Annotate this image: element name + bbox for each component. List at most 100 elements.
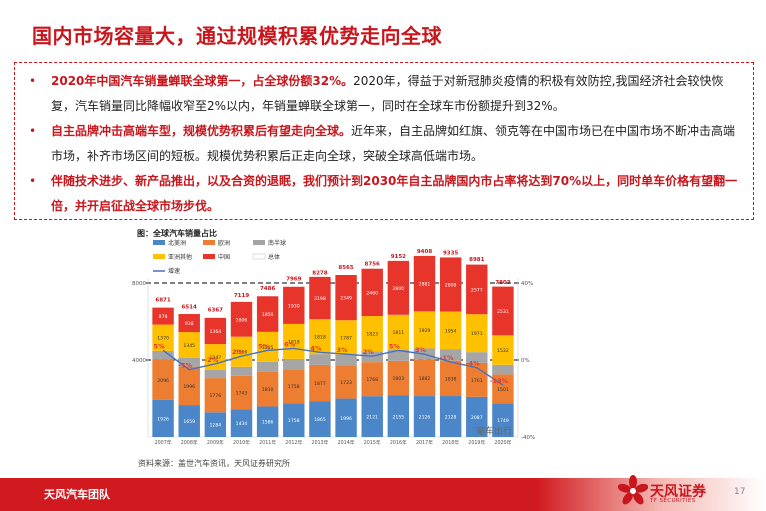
legend-swatch: [153, 254, 165, 259]
bar-segment-label: 2349: [340, 296, 352, 302]
bar-segment: [335, 275, 357, 321]
legend-label: 总体: [268, 253, 280, 261]
bar-segment-label: 2881: [419, 282, 431, 288]
bar-segment: [439, 360, 462, 397]
bar-total-label: 7486: [260, 286, 275, 292]
bar-segment-label: 1723: [340, 380, 352, 386]
chart-title: 图：全球汽车销量占比: [137, 228, 217, 238]
bar-segment: [152, 359, 174, 400]
bar-segment-label: 2096: [157, 378, 169, 384]
bar-total-label: 8756: [365, 261, 380, 267]
bar-segment-label: 1749: [497, 418, 509, 424]
bar-segment: [152, 307, 174, 325]
bar-segment: [335, 320, 357, 355]
bullet-dot: •: [29, 174, 37, 188]
bar-segment: [256, 406, 279, 437]
y-tick-right: 0%: [521, 358, 530, 364]
bar-total-label: 7969: [286, 277, 301, 283]
bar-segment-label: 2126: [419, 415, 431, 421]
bar-segment: [413, 311, 436, 349]
bar-segment-label: 1811: [393, 330, 405, 336]
page-title: 国内市场容量大，通过规模积累优势走向全球: [32, 24, 442, 48]
bar-segment-label: 1761: [471, 378, 483, 384]
bar-total-label: 6367: [208, 307, 223, 313]
bar-segment-label: 1865: [314, 417, 326, 423]
x-tick-label: 2007年: [155, 439, 172, 446]
legend-swatch: [253, 240, 265, 245]
bar-segment-label: 1659: [183, 419, 195, 425]
growth-label: 2%: [232, 348, 244, 356]
bar-segment: [492, 403, 514, 437]
bar-segment-label: 1818: [288, 339, 300, 345]
bar-segment-label: 1877: [314, 381, 326, 387]
x-tick-label: 2016年: [390, 439, 407, 446]
bar-segment-label: 1818: [314, 335, 326, 341]
bar-segment: [387, 314, 410, 350]
wechat-watermark: 毫车出行: [476, 427, 513, 437]
page-number: 17: [734, 487, 746, 497]
bar-segment: [413, 396, 436, 437]
bar-total-label: 7803: [495, 280, 510, 286]
legend-swatch-total: [252, 253, 266, 260]
bar-total-label: 8565: [338, 265, 353, 271]
bar-segment: [283, 286, 305, 324]
bar-segment-label: 1501: [497, 387, 509, 393]
bar-segment: [256, 296, 279, 332]
bar-segment: [466, 264, 488, 315]
x-tick-label: 2011年: [259, 439, 276, 446]
bar-segment: [387, 349, 410, 361]
bar-segment-label: 1555: [262, 345, 274, 351]
bar-segment-label: 1996: [183, 384, 195, 390]
bar-segment-label: 2800: [393, 286, 405, 292]
bar-segment: [361, 268, 383, 317]
growth-label: 6%: [284, 340, 296, 348]
growth-label: -2%: [204, 356, 218, 364]
growth-label: -4%: [466, 360, 480, 368]
bar-segment-label: 1823: [366, 332, 378, 338]
bar-segment: [466, 396, 488, 437]
bar-segment-label: 878: [159, 314, 168, 320]
growth-label: 4%: [310, 344, 322, 352]
bar-segment-label: 1364: [210, 329, 222, 335]
bullet-1: • 2020年中国汽车销量蝉联全球第一，占全球份额32%。2020年，得益于对新…: [29, 69, 743, 119]
bar-segment: [387, 395, 410, 437]
bar-segment: [152, 324, 174, 351]
bar-segment-label: 1803: [393, 376, 405, 382]
bar-segment: [230, 366, 253, 376]
footer-team: 天风汽车团队: [44, 488, 110, 501]
bar-segment-label: 1345: [183, 343, 195, 349]
bar-segment: [152, 399, 174, 437]
legend-label: 南半球: [268, 239, 286, 247]
bar-segment: [309, 364, 331, 402]
legend-swatch: [203, 254, 215, 259]
bar-segment-label: 1586: [262, 420, 274, 426]
bullet-2-text: 近年来，自主品牌如红旗、领克等在中国市场已在中国市场不断冲击高端市场，补齐市场区…: [51, 124, 736, 163]
bar-segment: [283, 358, 305, 370]
bar-total-label: 9408: [417, 249, 432, 255]
bar-segment: [256, 331, 279, 362]
bar-segment-label: 1882: [419, 376, 431, 382]
x-tick-label: 2014年: [338, 439, 355, 446]
bar-segment: [335, 354, 357, 366]
bar-segment: [492, 364, 514, 375]
growth-line: [162, 347, 504, 386]
bar-segment-label: 1996: [340, 416, 352, 422]
bar-segment: [230, 336, 253, 367]
bar-segment-label: 1850: [262, 312, 274, 318]
growth-label: 2%: [363, 348, 375, 356]
bullet-3-highlight: 伴随技术进步、新产品推出，以及合资的退眠，我们预计到2030年自主品牌国内市占率…: [51, 174, 738, 213]
bullet-dot: •: [29, 74, 37, 88]
bar-segment-label: 2121: [366, 415, 378, 421]
bar-total-label: 7119: [234, 293, 249, 299]
growth-label: 5%: [154, 342, 166, 350]
bar-segment: [283, 323, 305, 359]
bar-segment: [309, 354, 331, 365]
x-tick-label: 2008年: [181, 439, 198, 446]
bar-segment: [361, 316, 383, 352]
bar-segment: [178, 405, 200, 437]
bar-segment-label: 2155: [393, 414, 405, 420]
bar-segment: [413, 359, 436, 397]
bar-segment: [335, 365, 357, 399]
y-tick-left: 8000: [132, 281, 146, 287]
bar-segment: [256, 361, 279, 372]
